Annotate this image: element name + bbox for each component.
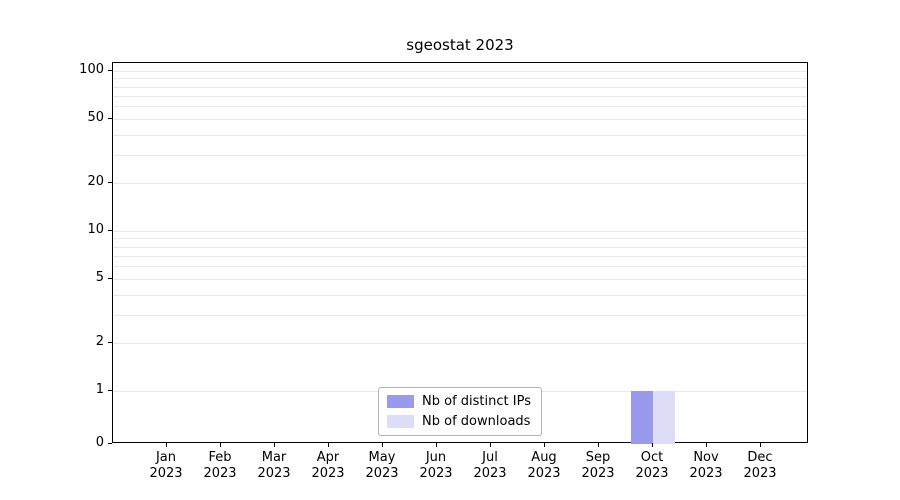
x-axis-tick-label-line: 2023 (473, 466, 507, 481)
gridline (113, 266, 807, 268)
gridline (113, 86, 807, 88)
x-axis-tick-label-line: 2023 (311, 466, 345, 481)
x-axis-tick-mark (274, 443, 275, 447)
x-axis-tick-label-line: Feb (208, 450, 232, 465)
x-axis-tick-label-line: Jul (482, 450, 498, 465)
y-axis-tick-mark (108, 118, 112, 120)
x-axis-tick-mark (544, 443, 545, 447)
y-axis-tick-label: 2 (95, 333, 104, 349)
x-axis-tick-label: Dec 2023 (728, 450, 792, 482)
x-axis-tick-mark (220, 443, 221, 447)
x-axis-tick-label: Feb 2023 (188, 450, 252, 482)
gridline (113, 342, 807, 344)
y-axis-tick-mark (108, 70, 112, 71)
gridline (113, 134, 807, 136)
gridline (113, 78, 807, 80)
y-axis-tick-mark (108, 341, 112, 343)
x-axis-tick-label-line: Mar (261, 450, 287, 465)
x-axis-tick-label-line: 2023 (635, 466, 669, 481)
legend: Nb of distinct IPs Nb of downloads (378, 387, 542, 436)
gridline (113, 119, 807, 121)
legend-row: Nb of downloads (387, 414, 531, 429)
bar (653, 391, 675, 444)
gridline (113, 255, 807, 257)
x-axis-tick-mark (760, 443, 761, 447)
x-axis-tick-label: Sep 2023 (566, 450, 630, 482)
y-axis-tick-label: 100 (79, 62, 104, 77)
y-axis-tick-label: 50 (87, 110, 104, 126)
x-axis-tick-label-line: 2023 (203, 466, 237, 481)
gridline (113, 314, 807, 316)
x-axis-tick-label: Nov 2023 (674, 450, 738, 482)
y-axis-tick-mark (108, 230, 112, 231)
y-axis-tick-label: 5 (95, 270, 104, 286)
gridline (113, 231, 807, 232)
x-axis-tick-label: Jun 2023 (404, 450, 468, 482)
x-axis-tick-label: Aug 2023 (512, 450, 576, 482)
x-axis-tick-label-line: Sep (585, 450, 611, 465)
y-axis-tick-mark (108, 390, 112, 391)
y-axis-tick-mark (108, 443, 112, 444)
x-axis-tick-label: Jan 2023 (134, 450, 198, 482)
gridline (113, 106, 807, 108)
x-axis-tick-label: Oct 2023 (620, 450, 684, 482)
x-axis-tick-mark (436, 443, 437, 447)
x-axis-tick-label-line: Dec (747, 450, 773, 465)
x-axis-tick-label-line: 2023 (257, 466, 291, 481)
x-axis-tick-label-line: 2023 (419, 466, 453, 481)
x-axis-tick-label-line: Jun (425, 450, 447, 465)
gridline (113, 182, 807, 184)
x-axis-tick-label-line: 2023 (581, 466, 615, 481)
y-axis-tick-label: 20 (87, 173, 104, 189)
x-axis-tick-label: Mar 2023 (242, 450, 306, 482)
x-axis-tick-mark (328, 443, 329, 447)
gridline (113, 238, 807, 240)
y-axis-tick-label: 1 (95, 382, 104, 397)
gridline (113, 154, 807, 156)
chart-title: sgeostat 2023 (406, 36, 514, 54)
x-axis-tick-label-line: May (368, 450, 396, 465)
legend-row: Nb of distinct IPs (387, 394, 531, 409)
gridline (113, 279, 807, 281)
plot-area: Nb of distinct IPs Nb of downloads (112, 62, 808, 444)
x-axis-tick-label-line: Apr (316, 450, 340, 465)
x-axis-tick-label-line: Jan (155, 450, 177, 465)
x-axis-tick-mark (382, 443, 383, 447)
y-axis-tick-mark (108, 181, 112, 183)
legend-swatch (387, 415, 415, 428)
gridline (113, 71, 807, 72)
x-axis-tick-label-line: 2023 (743, 466, 777, 481)
x-axis-tick-label: Apr 2023 (296, 450, 360, 482)
x-axis-tick-label: May 2023 (350, 450, 414, 482)
bar (631, 391, 653, 444)
x-axis-tick-mark (706, 443, 707, 447)
x-axis-tick-mark (166, 443, 167, 447)
y-axis-tick-label: 10 (87, 222, 104, 237)
x-axis-tick-mark (598, 443, 599, 447)
legend-label: Nb of distinct IPs (422, 394, 531, 409)
gridline (113, 95, 807, 97)
legend-label: Nb of downloads (422, 414, 531, 429)
gridline (113, 246, 807, 248)
x-axis-tick-label-line: 2023 (689, 466, 723, 481)
y-axis-tick-label: 0 (95, 435, 104, 450)
legend-swatch (387, 395, 415, 408)
y-axis-tick-mark (108, 278, 112, 280)
x-axis-tick-label-line: Aug (531, 450, 557, 465)
x-axis-tick-label-line: 2023 (365, 466, 399, 481)
x-axis-tick-label-line: 2023 (149, 466, 183, 481)
x-axis-tick-label: Jul 2023 (458, 450, 522, 482)
x-axis-tick-mark (490, 443, 491, 447)
x-axis-tick-label-line: Nov (693, 450, 719, 465)
x-axis-tick-mark (652, 443, 653, 447)
x-axis-tick-label-line: 2023 (527, 466, 561, 481)
gridline (113, 294, 807, 296)
x-axis-tick-label-line: Oct (640, 450, 664, 465)
